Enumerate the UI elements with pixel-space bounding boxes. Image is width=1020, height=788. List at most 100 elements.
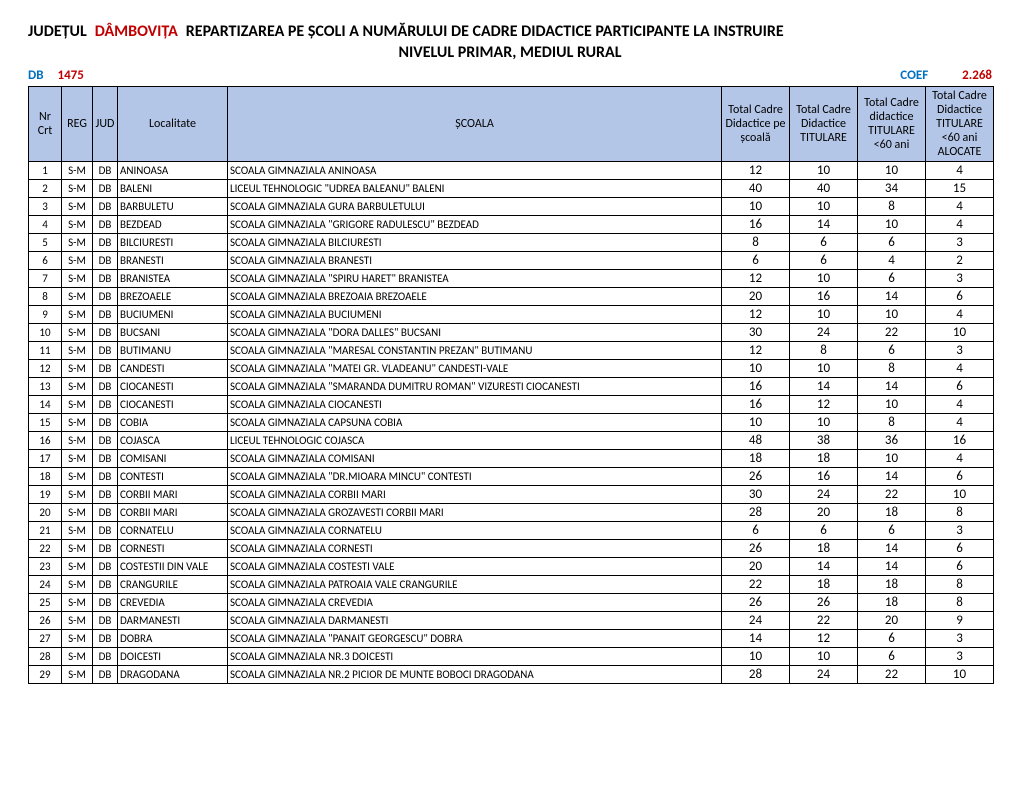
cell-jud: DB <box>93 648 118 666</box>
cell-v2: 8 <box>790 342 858 360</box>
cell-v2: 24 <box>790 666 858 684</box>
cell-reg: S-M <box>62 396 93 414</box>
cell-nr: 6 <box>29 252 62 270</box>
cell-v2: 26 <box>790 594 858 612</box>
cell-v2: 10 <box>790 648 858 666</box>
cell-v3: 4 <box>858 252 926 270</box>
cell-reg: S-M <box>62 360 93 378</box>
cell-v4: 16 <box>926 432 994 450</box>
cell-v3: 18 <box>858 504 926 522</box>
cell-loc: CORNESTI <box>118 540 228 558</box>
table-row: 28S-MDBDOICESTISCOALA GIMNAZIALA NR.3 DO… <box>29 648 994 666</box>
cell-loc: COSTESTII DIN VALE <box>118 558 228 576</box>
cell-nr: 5 <box>29 234 62 252</box>
cell-reg: S-M <box>62 378 93 396</box>
cell-v1: 28 <box>722 504 790 522</box>
cell-v3: 6 <box>858 270 926 288</box>
cell-scoala: SCOALA GIMNAZIALA CORBII MARI <box>228 486 722 504</box>
cell-v4: 3 <box>926 630 994 648</box>
cell-v3: 36 <box>858 432 926 450</box>
col-v2: Total Cadre Didactice TITULARE <box>790 87 858 162</box>
cell-reg: S-M <box>62 450 93 468</box>
cell-loc: COBIA <box>118 414 228 432</box>
cell-v1: 12 <box>722 342 790 360</box>
cell-v1: 10 <box>722 648 790 666</box>
county-name: DÂMBOVIȚA <box>95 22 178 41</box>
cell-jud: DB <box>93 576 118 594</box>
cell-scoala: SCOALA GIMNAZIALA "SMARANDA DUMITRU ROMA… <box>228 378 722 396</box>
cell-v4: 6 <box>926 378 994 396</box>
cell-jud: DB <box>93 486 118 504</box>
cell-scoala: SCOALA GIMNAZIALA DARMANESTI <box>228 612 722 630</box>
cell-v2: 10 <box>790 360 858 378</box>
cell-v1: 40 <box>722 180 790 198</box>
cell-jud: DB <box>93 324 118 342</box>
cell-jud: DB <box>93 198 118 216</box>
cell-v4: 3 <box>926 270 994 288</box>
cell-jud: DB <box>93 342 118 360</box>
cell-v3: 10 <box>858 216 926 234</box>
cell-reg: S-M <box>62 288 93 306</box>
cell-v4: 8 <box>926 594 994 612</box>
cell-reg: S-M <box>62 504 93 522</box>
cell-v4: 4 <box>926 198 994 216</box>
cell-v2: 18 <box>790 576 858 594</box>
cell-jud: DB <box>93 558 118 576</box>
table-row: 22S-MDBCORNESTISCOALA GIMNAZIALA CORNEST… <box>29 540 994 558</box>
cell-jud: DB <box>93 180 118 198</box>
cell-jud: DB <box>93 432 118 450</box>
cell-v2: 24 <box>790 324 858 342</box>
cell-nr: 24 <box>29 576 62 594</box>
cell-v3: 34 <box>858 180 926 198</box>
cell-v1: 16 <box>722 216 790 234</box>
cell-scoala: SCOALA GIMNAZIALA PATROAIA VALE CRANGURI… <box>228 576 722 594</box>
cell-jud: DB <box>93 468 118 486</box>
cell-nr: 26 <box>29 612 62 630</box>
cell-loc: BALENI <box>118 180 228 198</box>
cell-nr: 10 <box>29 324 62 342</box>
table-row: 19S-MDBCORBII MARISCOALA GIMNAZIALA CORB… <box>29 486 994 504</box>
cell-nr: 2 <box>29 180 62 198</box>
cell-scoala: SCOALA GIMNAZIALA GURA BARBULETULUI <box>228 198 722 216</box>
cell-nr: 23 <box>29 558 62 576</box>
cell-loc: COJASCA <box>118 432 228 450</box>
cell-loc: CORBII MARI <box>118 486 228 504</box>
cell-loc: BUTIMANU <box>118 342 228 360</box>
table-row: 10S-MDBBUCSANISCOALA GIMNAZIALA "DORA DA… <box>29 324 994 342</box>
cell-reg: S-M <box>62 486 93 504</box>
cell-scoala: SCOALA GIMNAZIALA GROZAVESTI CORBII MARI <box>228 504 722 522</box>
cell-loc: BREZOAELE <box>118 288 228 306</box>
cell-loc: DOBRA <box>118 630 228 648</box>
cell-scoala: SCOALA GIMNAZIALA BRANESTI <box>228 252 722 270</box>
table-row: 27S-MDBDOBRASCOALA GIMNAZIALA "PANAIT GE… <box>29 630 994 648</box>
cell-jud: DB <box>93 216 118 234</box>
cell-jud: DB <box>93 612 118 630</box>
cell-v2: 16 <box>790 288 858 306</box>
cell-scoala: SCOALA GIMNAZIALA CORNESTI <box>228 540 722 558</box>
cell-v1: 8 <box>722 234 790 252</box>
cell-loc: CANDESTI <box>118 360 228 378</box>
cell-v2: 22 <box>790 612 858 630</box>
cell-v3: 8 <box>858 198 926 216</box>
cell-v4: 6 <box>926 468 994 486</box>
cell-v2: 6 <box>790 234 858 252</box>
cell-v2: 10 <box>790 270 858 288</box>
cell-scoala: SCOALA GIMNAZIALA "GRIGORE RADULESCU" BE… <box>228 216 722 234</box>
cell-scoala: SCOALA GIMNAZIALA CORNATELU <box>228 522 722 540</box>
cell-nr: 21 <box>29 522 62 540</box>
cell-v4: 6 <box>926 540 994 558</box>
cell-v1: 20 <box>722 558 790 576</box>
cell-v3: 10 <box>858 306 926 324</box>
cell-v1: 10 <box>722 360 790 378</box>
cell-v1: 28 <box>722 666 790 684</box>
cell-jud: DB <box>93 522 118 540</box>
cell-v3: 6 <box>858 630 926 648</box>
cell-nr: 3 <box>29 198 62 216</box>
cell-reg: S-M <box>62 162 93 180</box>
cell-v1: 30 <box>722 324 790 342</box>
col-reg: REG <box>62 87 93 162</box>
cell-v3: 22 <box>858 666 926 684</box>
cell-reg: S-M <box>62 198 93 216</box>
cell-v3: 10 <box>858 396 926 414</box>
table-row: 12S-MDBCANDESTISCOALA GIMNAZIALA "MATEI … <box>29 360 994 378</box>
